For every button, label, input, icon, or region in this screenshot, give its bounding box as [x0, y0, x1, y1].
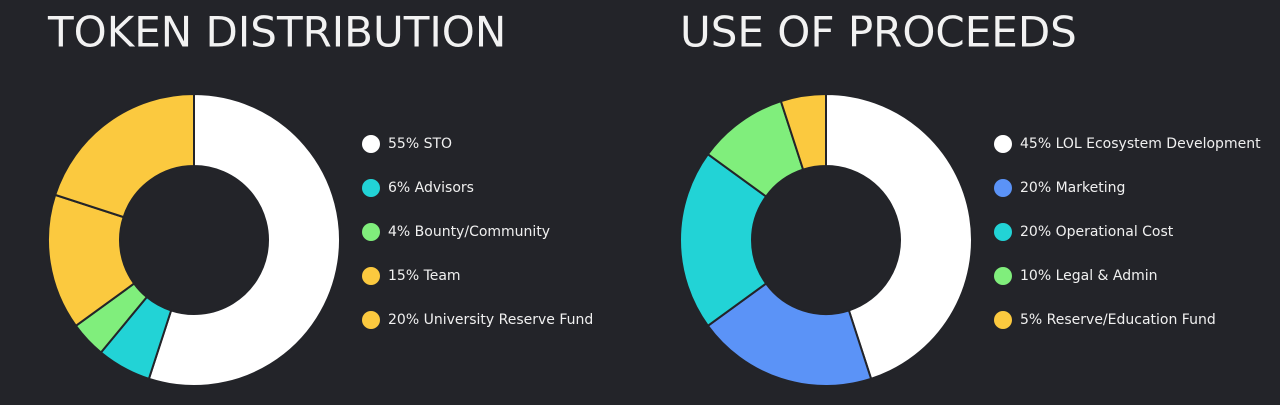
legend-label: 15% Team [388, 268, 461, 284]
legend-label: 55% STO [388, 136, 452, 152]
legend-swatch [994, 179, 1012, 197]
legend-swatch [362, 179, 380, 197]
legend-label: 5% Reserve/Education Fund [1020, 312, 1216, 328]
legend-swatch [994, 267, 1012, 285]
chart-title: TOKEN DISTRIBUTION [47, 8, 506, 57]
legend-label: 45% LOL Ecosystem Development [1020, 136, 1261, 152]
legend-label: 10% Legal & Admin [1020, 268, 1158, 284]
legend-label: 20% Marketing [1020, 180, 1125, 196]
legend-swatch [362, 223, 380, 241]
legend-swatch [362, 135, 380, 153]
legend-swatch [362, 311, 380, 329]
donut-segment [706, 282, 873, 387]
chart-title: USE OF PROCEEDS [680, 8, 1077, 57]
legend-swatch [994, 135, 1012, 153]
donut-segment [147, 92, 341, 387]
legend-label: 4% Bounty/Community [388, 224, 550, 240]
legend-swatch [362, 267, 380, 285]
legend-label: 20% Operational Cost [1020, 224, 1174, 240]
legend-swatch [994, 311, 1012, 329]
donut-segment [779, 92, 827, 171]
legend-label: 20% University Reserve Fund [388, 312, 593, 328]
donut-segment [679, 152, 768, 328]
donut-segment [53, 92, 195, 219]
legend-label: 6% Advisors [388, 180, 474, 196]
donut-segment [825, 92, 973, 381]
legend-swatch [994, 223, 1012, 241]
